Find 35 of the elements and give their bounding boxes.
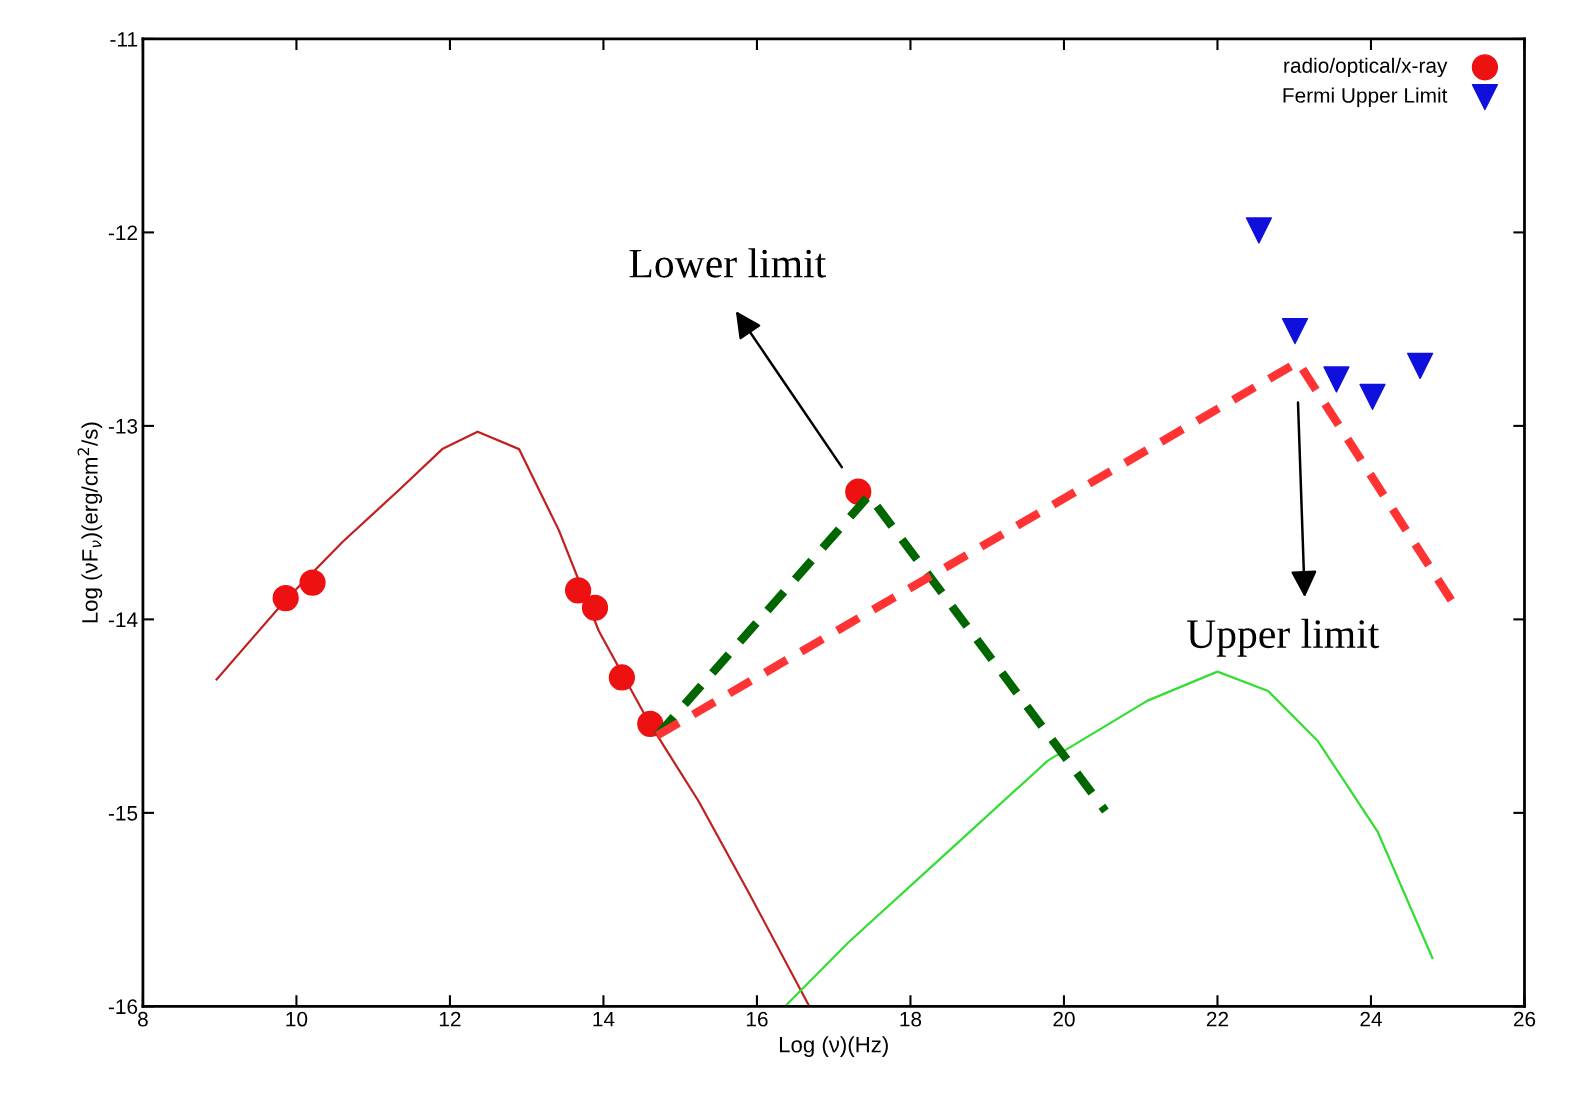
point: [637, 710, 664, 737]
x-tick-label: 12: [439, 1011, 461, 1027]
point: [1245, 217, 1273, 244]
line-series: [785, 670, 1434, 1006]
x-tick-label: 26: [1513, 1011, 1536, 1027]
point: [272, 584, 299, 612]
point: [1359, 383, 1386, 410]
line-series: [215, 430, 810, 1006]
y-tick-label: -16: [108, 999, 138, 1015]
x-tick-label: 18: [900, 1011, 922, 1027]
point: [299, 569, 326, 596]
y-tick-label: -11: [110, 32, 138, 47]
point: [1281, 317, 1309, 345]
x-tick-label: 20: [1053, 1011, 1075, 1027]
x-tick-label: 10: [286, 1011, 308, 1027]
x-tick-label: 22: [1206, 1011, 1229, 1027]
y-tick-label: -13: [108, 418, 138, 434]
point: [581, 594, 609, 621]
point: [564, 577, 592, 604]
point: [1406, 352, 1434, 380]
annotation: Upper limit: [1186, 618, 1380, 657]
legend-label: radio/optical/x-ray: [1284, 57, 1448, 78]
x-tick-label: 16: [746, 1011, 768, 1027]
annotation: Lower limit: [629, 248, 827, 278]
point: [608, 664, 635, 691]
y-axis-title: Log (νF$_{ν}$)(erg/cm$^{2}$/s): [77, 422, 103, 623]
point: [1323, 366, 1350, 393]
x-axis-title: Log (ν)(Hz): [779, 1036, 888, 1057]
x-tick-label: 8: [138, 1011, 148, 1027]
x-tick-label: 14: [593, 1011, 615, 1027]
y-tick-label: -12: [108, 225, 138, 240]
x-tick-label: 24: [1360, 1011, 1382, 1027]
legend-label: Fermi Upper Limit: [1283, 87, 1448, 107]
y-tick-label: -15: [108, 806, 138, 821]
y-tick-label: -14: [108, 612, 138, 627]
